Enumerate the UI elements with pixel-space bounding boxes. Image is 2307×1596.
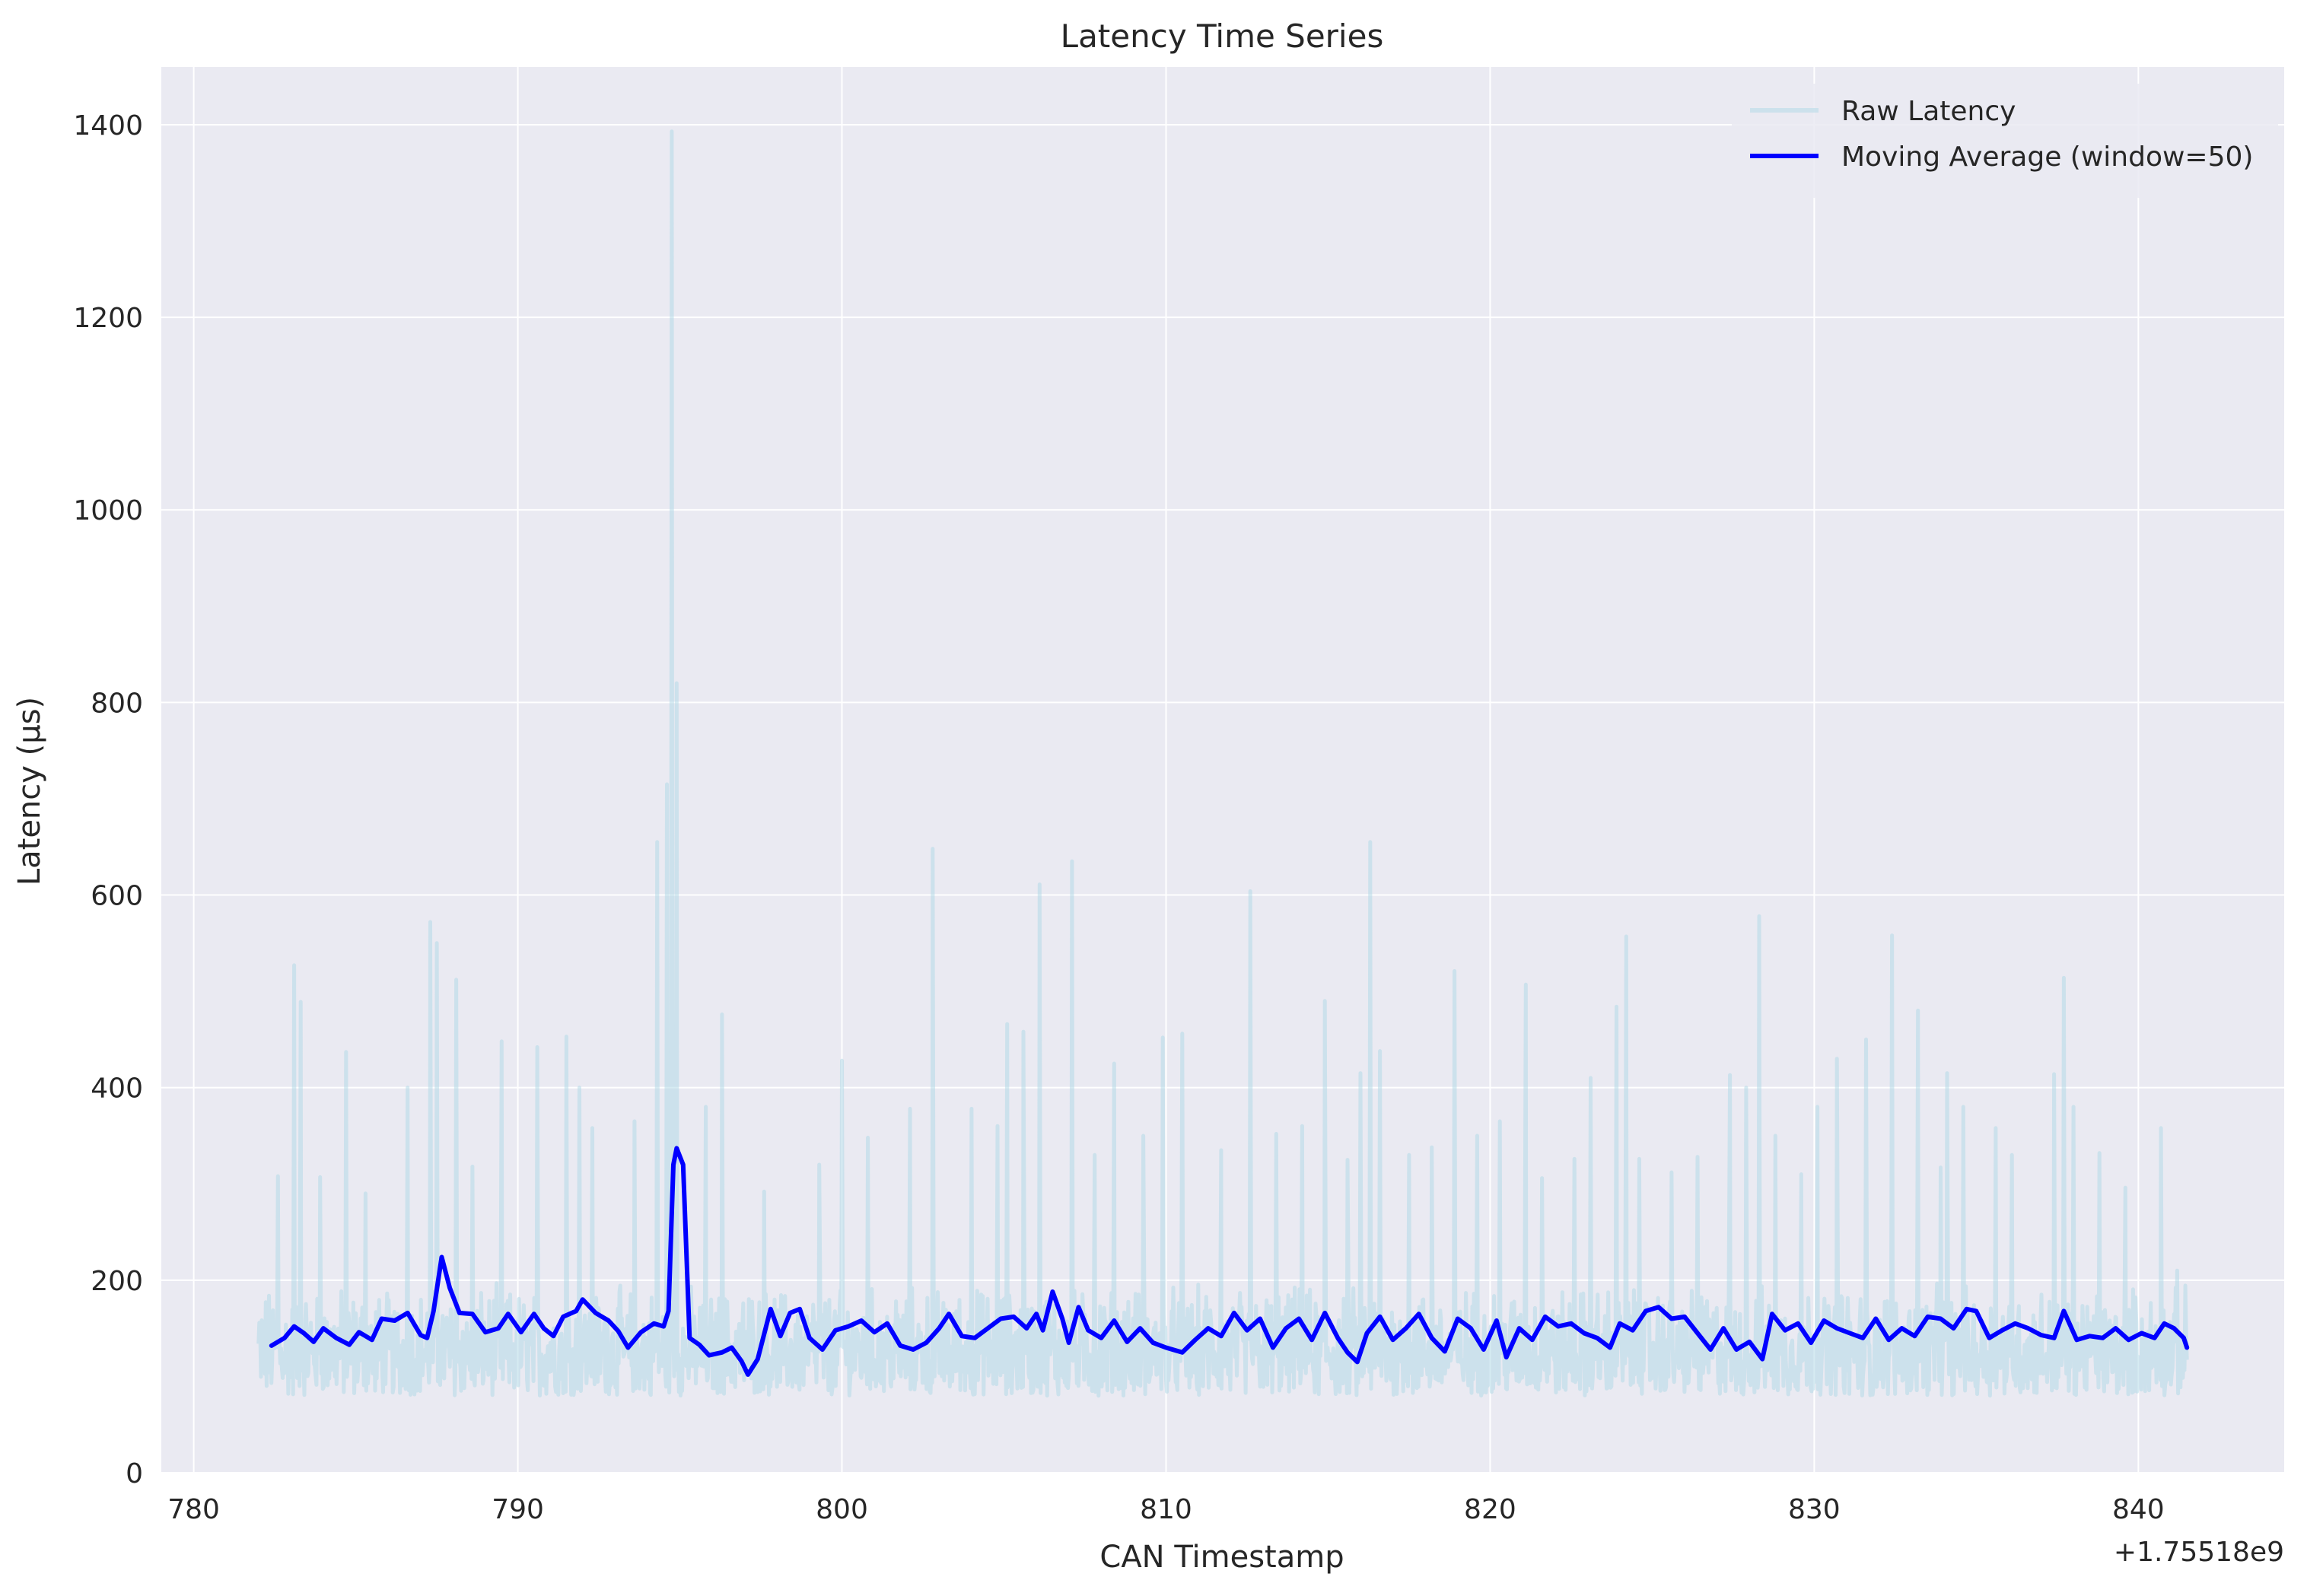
y-tick-label: 1000	[73, 495, 143, 526]
gridlines	[161, 67, 2284, 1474]
x-tick-label: 790	[492, 1494, 544, 1525]
x-axis-ticks: 780 790 800 810 820 830 840	[167, 1494, 2164, 1525]
y-axis-ticks: 0 200 400 600 800 1000 1200 1400	[73, 110, 143, 1489]
moving-average-series	[269, 1146, 2190, 1377]
x-tick-label: 820	[1464, 1494, 1516, 1525]
x-tick-label: 810	[1140, 1494, 1192, 1525]
x-tick-label: 830	[1788, 1494, 1841, 1525]
y-tick-label: 1400	[73, 110, 143, 141]
x-axis-offset-label: +1.75518e9	[2114, 1537, 2284, 1568]
x-tick-label: 800	[816, 1494, 868, 1525]
y-tick-label: 400	[91, 1073, 143, 1105]
legend-box	[1732, 84, 2278, 198]
chart-title: Latency Time Series	[1061, 17, 1384, 55]
x-axis-label: CAN Timestamp	[1099, 1540, 1344, 1575]
x-tick-label: 780	[167, 1494, 220, 1525]
moving-average-line	[269, 1146, 2190, 1377]
y-axis-label: Latency (µs)	[12, 697, 47, 885]
legend: Raw Latency Moving Average (window=50)	[1732, 84, 2278, 198]
legend-label-raw: Raw Latency	[1841, 96, 2016, 127]
x-tick-label: 840	[2112, 1494, 2165, 1525]
y-tick-label: 0	[126, 1458, 143, 1489]
y-tick-label: 200	[91, 1266, 143, 1297]
legend-label-average: Moving Average (window=50)	[1841, 141, 2253, 173]
y-tick-label: 800	[91, 688, 143, 719]
y-tick-label: 600	[91, 881, 143, 912]
y-tick-label: 1200	[73, 303, 143, 334]
